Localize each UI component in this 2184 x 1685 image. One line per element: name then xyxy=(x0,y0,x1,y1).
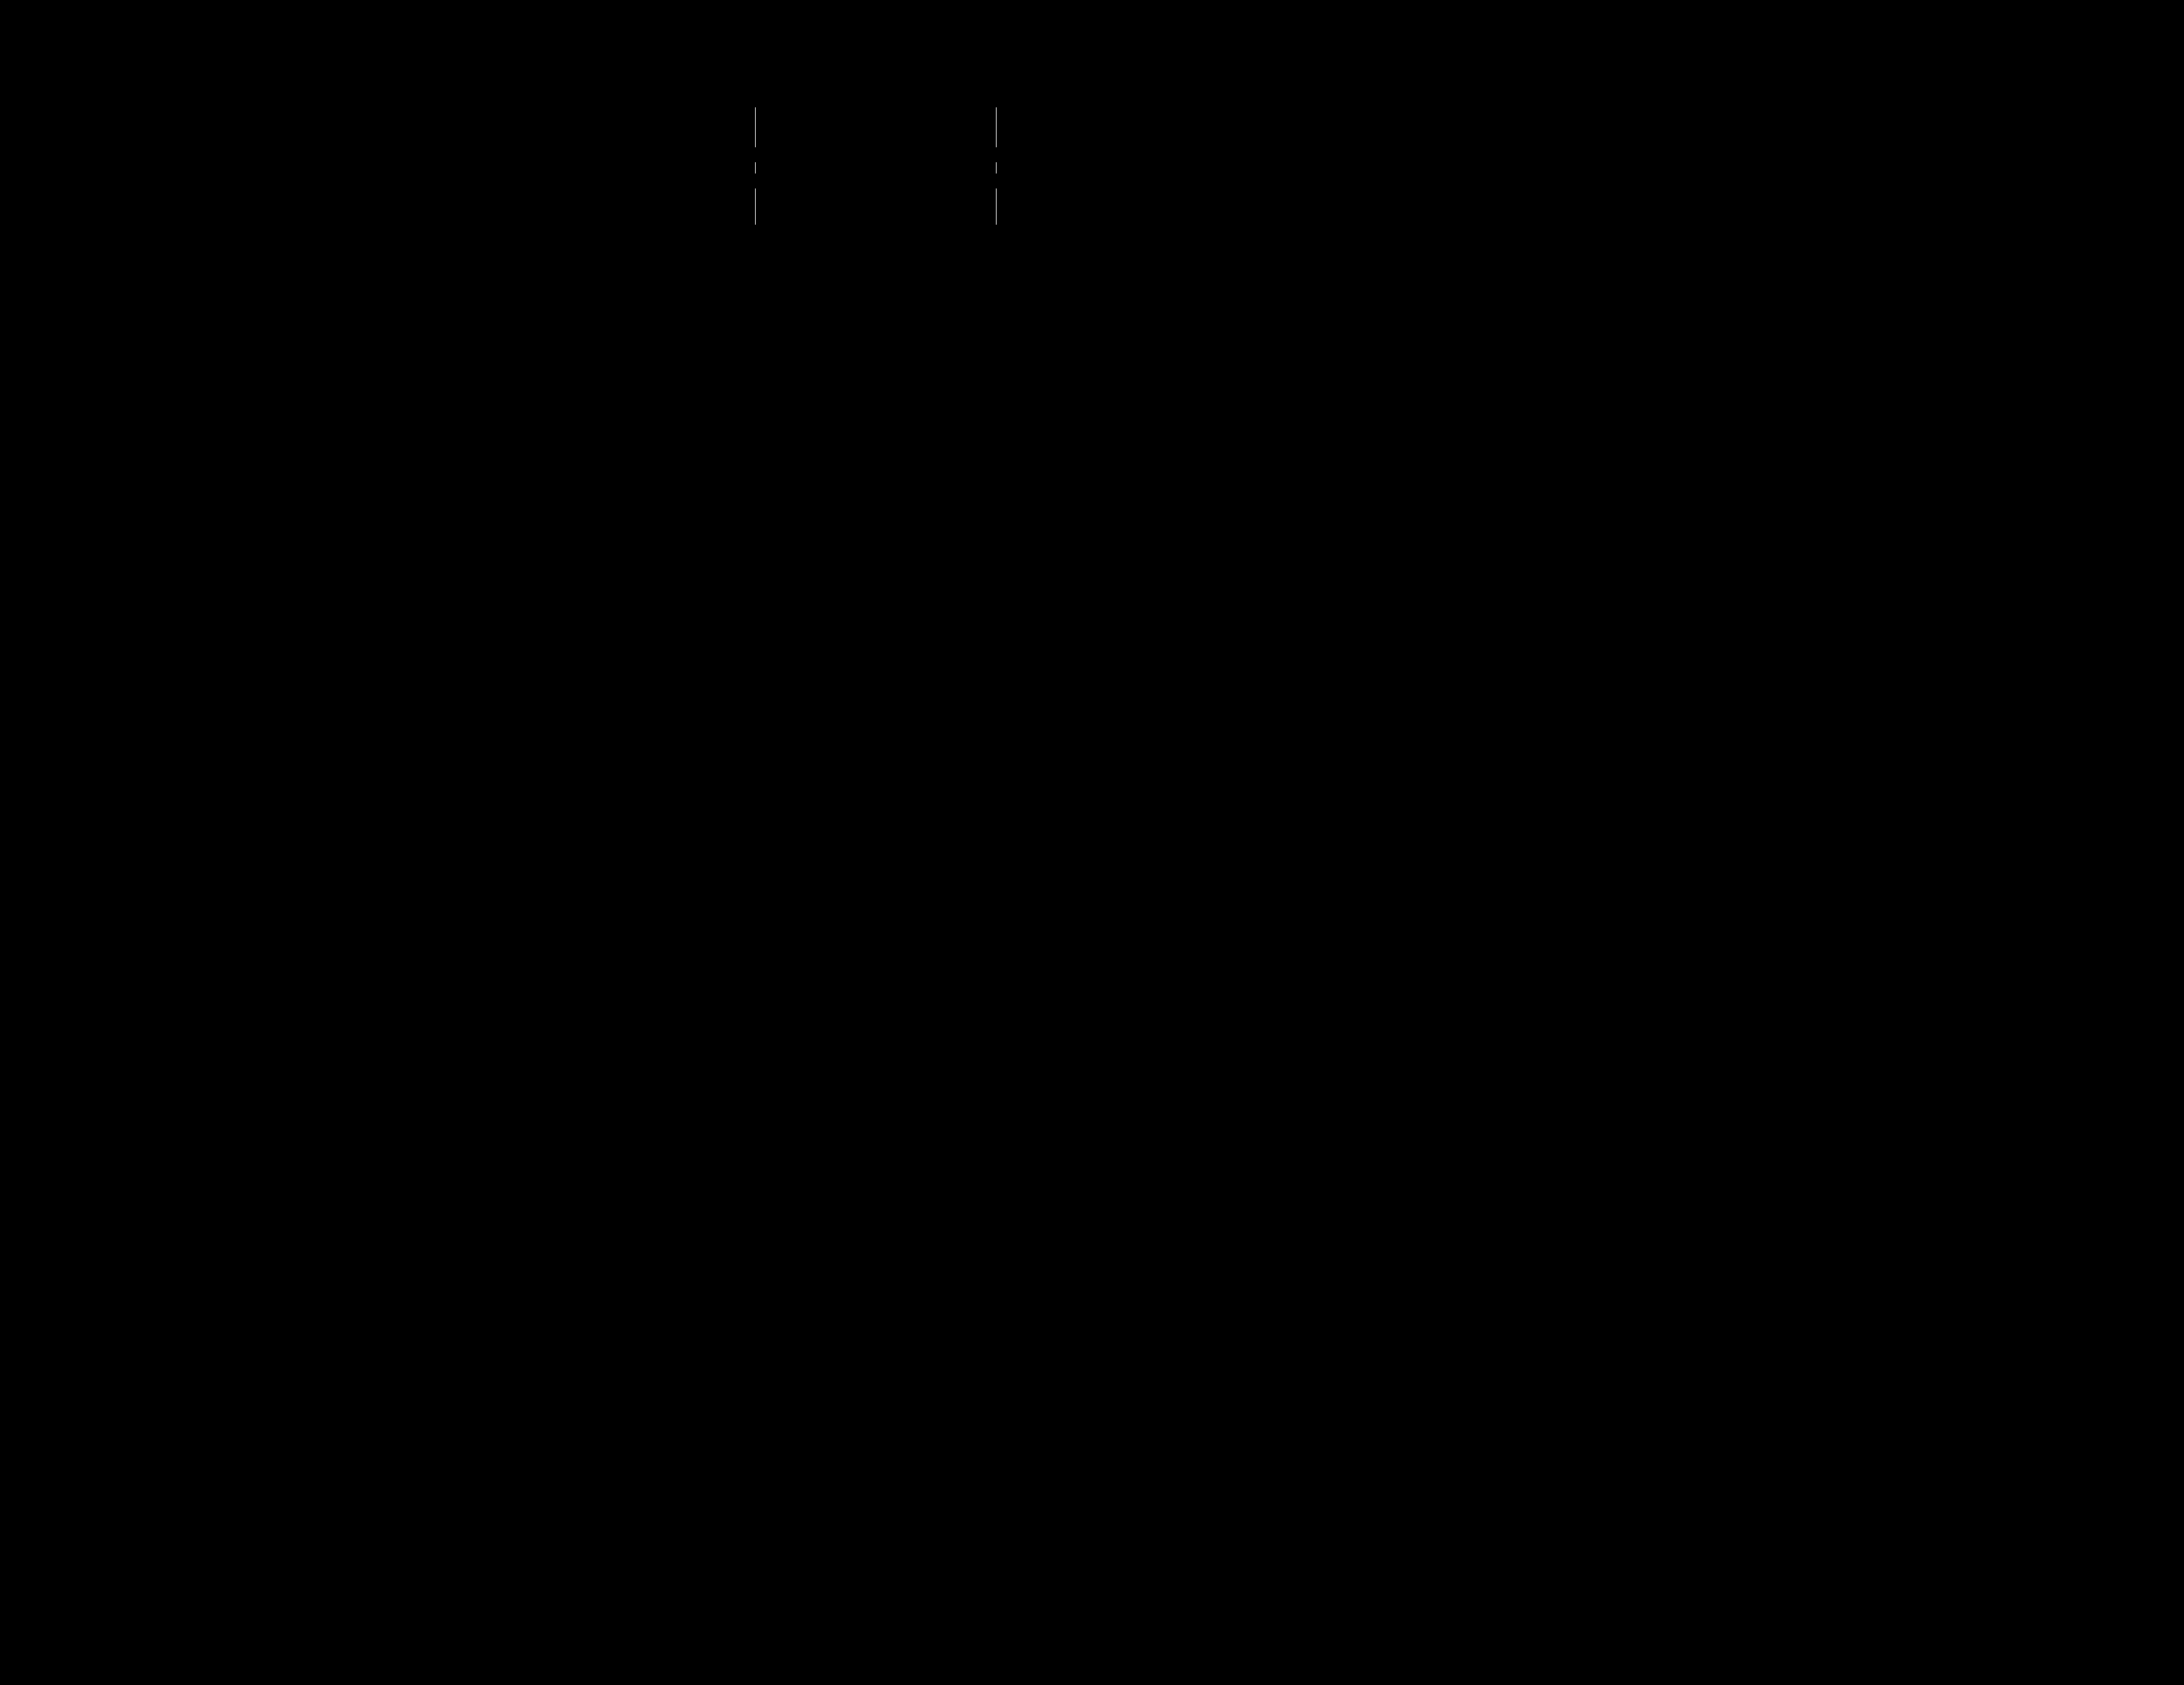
gene-track-row xyxy=(755,52,1466,90)
gene-track-panel-0 xyxy=(755,52,985,90)
gene-track-panel-2 xyxy=(1237,52,1466,90)
signal-track-row xyxy=(755,107,1466,147)
gene-track-panel-1 xyxy=(996,52,1226,90)
figure-root xyxy=(718,25,1466,226)
signal-track-panel-0 xyxy=(755,107,985,147)
signal-track-panel-1 xyxy=(996,107,1226,147)
domain-track-row xyxy=(755,188,1466,225)
domain-track-panel-1 xyxy=(996,188,1226,225)
domain-track-panel-0 xyxy=(755,188,985,225)
tracks-region xyxy=(718,52,1466,226)
states-track-row xyxy=(755,162,1466,173)
states-track-panel-0 xyxy=(755,162,985,173)
states-track-panel-1 xyxy=(996,162,1226,173)
